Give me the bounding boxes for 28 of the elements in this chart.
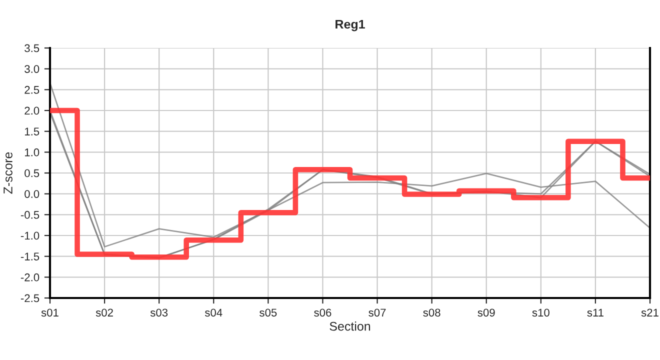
y-tick-label: 0.5 [24, 169, 40, 178]
y-axis-title: Z-score [4, 152, 12, 194]
y-tick-label: -1.0 [20, 232, 40, 240]
x-tick-label: s08 [423, 308, 440, 317]
x-tick-label: s01 [41, 308, 58, 317]
y-tick-label: -2.5 [20, 294, 40, 302]
x-tick-label: s11 [587, 308, 604, 317]
y-tick-label: 3.0 [24, 65, 40, 73]
x-tick-label: s05 [260, 308, 277, 317]
chart-title: Reg1 [336, 20, 365, 32]
x-tick-label: s21 [641, 308, 658, 317]
y-tick-label: 2.5 [24, 86, 40, 94]
x-tick-label: s06 [314, 308, 332, 317]
y-tick-label: -2.0 [20, 273, 40, 282]
y-tick-label: 1.0 [24, 148, 40, 156]
y-tick-label: 3.5 [24, 44, 40, 52]
y-tick-label: -1.5 [20, 252, 40, 260]
y-tick-label: 2.0 [24, 106, 40, 115]
x-tick-label: s02 [96, 308, 113, 317]
x-tick-label: s10 [532, 308, 550, 317]
x-tick-label: s03 [150, 308, 168, 317]
y-tick-label: 1.5 [24, 128, 40, 136]
x-tick-label: s04 [204, 308, 222, 317]
y-tick-label: 0.0 [24, 190, 40, 198]
x-axis-title: Section [330, 322, 370, 331]
x-tick-label: s07 [368, 308, 386, 317]
y-tick-label: -0.5 [20, 210, 40, 219]
x-tick-label: s09 [478, 308, 495, 317]
